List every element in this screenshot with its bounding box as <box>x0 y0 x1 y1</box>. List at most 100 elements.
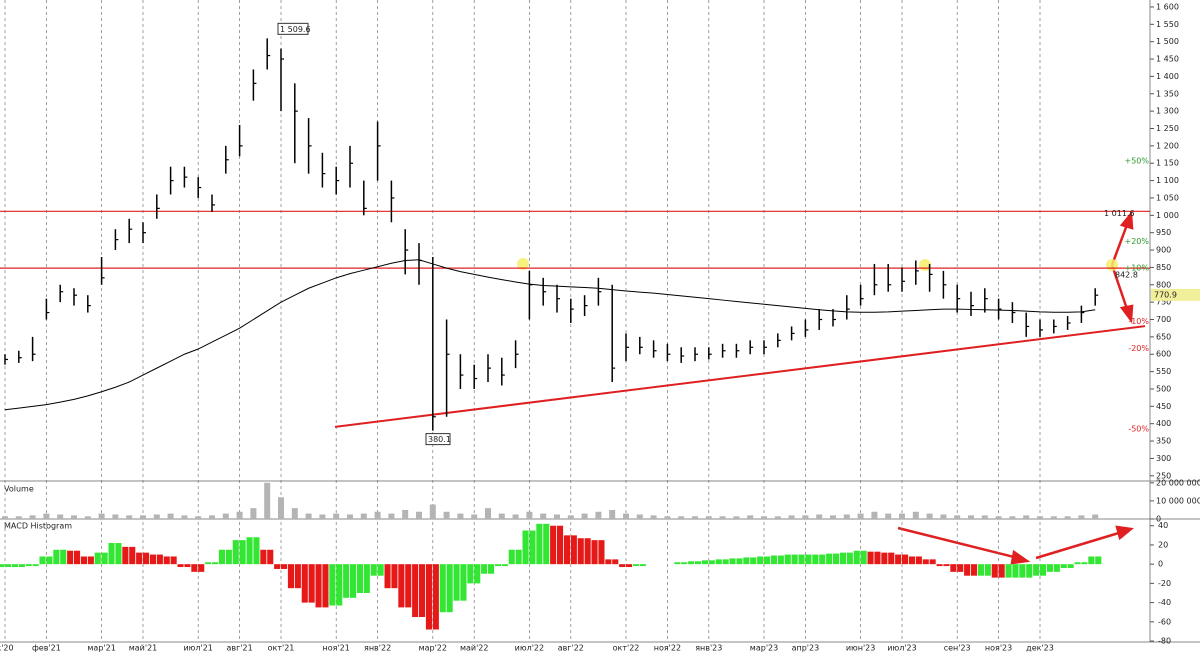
volume-bar <box>609 509 616 519</box>
macd-bar <box>977 564 984 576</box>
volume-bar <box>84 516 91 519</box>
y-tick-label: 650 <box>1156 332 1171 341</box>
macd-bar <box>888 552 895 565</box>
macd-bar <box>308 564 315 603</box>
macd-bar <box>101 552 108 565</box>
volume-bar <box>236 511 243 519</box>
y-tick-label: 900 <box>1156 246 1171 255</box>
macd-bar <box>812 554 819 565</box>
macd-bar <box>205 562 212 565</box>
volume-bar <box>388 513 395 519</box>
volume-bar <box>416 511 422 519</box>
macd-bar <box>688 561 695 565</box>
macd-bar <box>322 564 329 608</box>
macd-bar <box>246 537 253 565</box>
volume-bar <box>112 514 119 519</box>
macd-bar <box>32 564 39 567</box>
y-tick-label: 950 <box>1156 228 1171 237</box>
macd-bar <box>39 556 46 565</box>
macd-bar <box>25 564 32 567</box>
y-tick-label: 1 600 <box>1156 2 1179 11</box>
macd-bar <box>281 564 288 569</box>
macd-bar <box>922 559 929 565</box>
macd-bar <box>108 543 115 565</box>
macd-bar <box>391 564 398 589</box>
macd-bar <box>60 549 67 565</box>
macd-bar <box>67 550 74 565</box>
y-tick-label: -60 <box>1158 617 1171 626</box>
macd-bar <box>805 554 812 565</box>
y-tick-label: 1 150 <box>1156 159 1179 168</box>
volume-bar <box>319 514 326 519</box>
x-tick-label: фев'21 <box>32 644 61 653</box>
macd-bar <box>729 558 736 565</box>
macd-bar <box>287 564 294 589</box>
volume-bar <box>581 513 588 519</box>
macd-bar <box>122 546 129 565</box>
macd-bar <box>11 564 18 568</box>
volume-bar <box>871 511 878 519</box>
volume-bar <box>1037 516 1043 519</box>
volume-bar <box>830 515 836 519</box>
macd-bar <box>198 564 205 572</box>
annotation-box <box>425 433 451 446</box>
macd-bar <box>943 564 950 567</box>
y-tick-label: 550 <box>1156 367 1171 376</box>
x-tick-label: ноя'21 <box>323 644 350 653</box>
macd-bar <box>398 564 405 608</box>
last-price: 770.9 <box>1154 290 1177 299</box>
y-tick-label: -80 <box>1158 637 1171 646</box>
x-tick-label: ноя'23 <box>985 644 1012 653</box>
y-tick-label: 10 000 000 <box>1156 496 1200 505</box>
y-tick-label: 40 <box>1158 521 1168 530</box>
volume-bar <box>15 516 22 519</box>
macd-bar <box>826 553 833 565</box>
volume-bar <box>678 516 685 519</box>
macd-bar <box>163 556 170 565</box>
macd-bar <box>798 554 805 565</box>
macd-bar <box>674 562 681 565</box>
macd-bar <box>267 549 274 565</box>
x-tick-label: ноя'22 <box>654 644 681 653</box>
volume-bar <box>333 513 340 519</box>
macd-bar <box>149 554 156 565</box>
macd-bar <box>1074 562 1081 565</box>
volume-bar <box>195 516 202 519</box>
volume-bar <box>402 509 409 519</box>
macd-bar <box>143 552 150 565</box>
y-tick-label: -40 <box>1158 598 1171 607</box>
macd-bar <box>467 564 474 584</box>
macd-bar <box>1046 564 1053 572</box>
macd-bar <box>481 564 488 574</box>
volume-bar <box>774 516 781 519</box>
macd-bar <box>87 556 94 565</box>
x-tick-label: мар'22 <box>419 644 447 653</box>
volume-bar <box>526 511 533 519</box>
volume-bar <box>512 514 519 519</box>
macd-bar <box>1026 564 1033 578</box>
y-tick-label: 800 <box>1156 280 1171 289</box>
arrows <box>897 210 1134 565</box>
macd-bar <box>439 564 446 613</box>
volume-bar <box>857 513 864 519</box>
volume-bar <box>705 516 712 519</box>
macd-bar <box>1067 564 1074 569</box>
x-tick-label: к'20 <box>0 644 14 653</box>
macd-bar <box>701 560 708 565</box>
y-tick-label: 1 500 <box>1156 37 1179 46</box>
x-tick-label: авг'21 <box>226 644 252 653</box>
volume-bar <box>623 513 629 519</box>
volume-bar <box>167 513 174 519</box>
volume-bar <box>126 515 133 519</box>
panel-title: MACD Histogram <box>4 522 72 531</box>
volume-bar <box>457 513 464 519</box>
macd-bar <box>460 564 467 601</box>
macd-bar <box>715 559 722 565</box>
macd-bar <box>1060 564 1067 569</box>
y-tick-label: 20 <box>1158 540 1168 549</box>
macd-bar <box>515 549 522 565</box>
macd-bar <box>819 554 826 565</box>
y-tick-label: 450 <box>1156 402 1171 411</box>
macd-bar <box>522 530 529 565</box>
macd-bar <box>94 552 101 565</box>
